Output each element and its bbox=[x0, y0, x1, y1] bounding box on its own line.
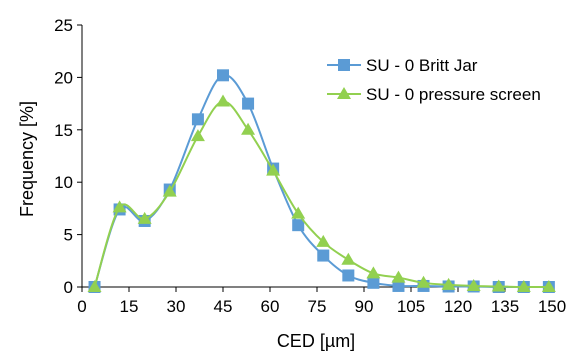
legend: SU - 0 Britt Jar SU - 0 pressure screen bbox=[327, 56, 541, 104]
series-layer bbox=[87, 69, 556, 293]
data-point bbox=[441, 277, 456, 290]
x-tick-label: 75 bbox=[308, 297, 327, 316]
data-point bbox=[466, 278, 481, 291]
data-point bbox=[191, 113, 204, 126]
x-tick-label: 45 bbox=[214, 297, 233, 316]
data-point bbox=[242, 97, 255, 110]
data-point bbox=[162, 184, 177, 197]
data-point bbox=[392, 279, 405, 292]
data-point bbox=[87, 280, 102, 292]
data-point bbox=[216, 94, 230, 107]
x-tick-label: 0 bbox=[77, 297, 86, 316]
data-point bbox=[112, 200, 127, 213]
legend-marker bbox=[337, 87, 351, 99]
y-tick-label: 0 bbox=[64, 278, 73, 297]
y-axis-title: Frequency [%] bbox=[17, 101, 37, 217]
data-point bbox=[541, 280, 556, 292]
data-point bbox=[516, 280, 531, 292]
x-tick-label: 135 bbox=[491, 297, 519, 316]
data-point bbox=[366, 266, 381, 279]
y-tick-label: 5 bbox=[64, 226, 73, 245]
legend-label: SU - 0 Britt Jar bbox=[366, 56, 478, 75]
data-point bbox=[367, 276, 380, 289]
legend-entry-2: SU - 0 pressure screen bbox=[327, 85, 541, 104]
data-point bbox=[342, 269, 355, 282]
data-point bbox=[391, 270, 406, 283]
data-point bbox=[491, 279, 506, 292]
y-tick-label: 10 bbox=[54, 173, 73, 192]
legend-entry-1: SU - 0 Britt Jar bbox=[327, 56, 478, 75]
x-axis-title: CED [µm] bbox=[277, 331, 355, 351]
data-point bbox=[317, 249, 330, 262]
x-tick-label: 90 bbox=[355, 297, 374, 316]
data-point bbox=[341, 252, 356, 265]
x-tick-label: 15 bbox=[120, 297, 139, 316]
data-point bbox=[416, 275, 431, 288]
data-point bbox=[137, 211, 152, 224]
data-point bbox=[291, 206, 306, 219]
data-point bbox=[316, 234, 331, 247]
series-2 bbox=[87, 94, 556, 292]
axes: 0 5 10 15 20 25 0 15 30 45 60 75 90 105 120 135 150 bbox=[54, 16, 566, 316]
y-tick-label: 20 bbox=[54, 68, 73, 87]
data-point bbox=[292, 219, 305, 232]
x-tick-label: 150 bbox=[538, 297, 566, 316]
data-point bbox=[217, 69, 229, 82]
x-tick-label: 60 bbox=[261, 297, 280, 316]
data-point bbox=[190, 129, 205, 142]
y-tick-label: 15 bbox=[54, 121, 73, 140]
legend-label: SU - 0 pressure screen bbox=[366, 85, 541, 104]
x-tick-label: 120 bbox=[444, 297, 472, 316]
x-tick-label: 30 bbox=[167, 297, 186, 316]
data-point bbox=[266, 163, 281, 176]
data-point bbox=[241, 122, 256, 135]
legend-marker bbox=[338, 59, 350, 71]
x-tick-label: 105 bbox=[397, 297, 425, 316]
y-tick-label: 25 bbox=[54, 16, 73, 35]
